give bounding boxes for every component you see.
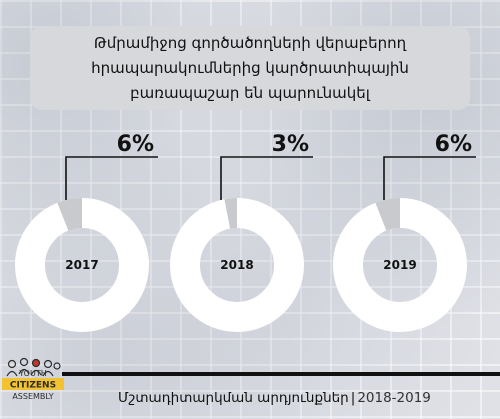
title-box: Թմրամիջոց գործածողների վերաբերող հրապարա… bbox=[30, 26, 470, 110]
donut-slice-2019 bbox=[333, 198, 467, 332]
logo-highlight-band bbox=[2, 378, 64, 390]
youth-citizens-assembly-logo: YOUTH CITIZENS ASSEMBLY bbox=[2, 357, 64, 401]
donut-value-label-2017: 6% bbox=[117, 132, 154, 157]
donut-category-label-2019: 2019 bbox=[383, 258, 416, 272]
logo-line-2: CITIZENS bbox=[10, 381, 56, 391]
chart-title: Թմրամիջոց գործածողների վերաբերող հրապարա… bbox=[91, 33, 409, 102]
donut-value-label-2019: 6% bbox=[435, 132, 472, 157]
logo-people-icon bbox=[6, 357, 61, 377]
donut-leader-line-2019 bbox=[383, 156, 476, 200]
donut-value-label-2018: 3% bbox=[272, 132, 309, 157]
logo-line-1: YOUTH bbox=[18, 369, 47, 378]
footer-separator: | bbox=[350, 390, 356, 406]
donut-slice-2017 bbox=[15, 198, 149, 332]
footer-title: Մշտադիտարկման արդյունքներ bbox=[118, 390, 349, 406]
donut-leader-line-2018 bbox=[220, 156, 313, 200]
donut-leader-line-2017 bbox=[65, 156, 158, 200]
donut-category-label-2018: 2018 bbox=[220, 258, 253, 272]
footer-years: 2018-2019 bbox=[357, 390, 431, 406]
donut-slice-2018 bbox=[170, 198, 304, 332]
footer-divider bbox=[62, 372, 500, 376]
footer: Մշտադիտարկման արդյունքներ | 2018-2019 bbox=[118, 390, 431, 406]
logo-line-3: ASSEMBLY bbox=[12, 392, 53, 401]
donut-category-label-2017: 2017 bbox=[65, 258, 98, 272]
